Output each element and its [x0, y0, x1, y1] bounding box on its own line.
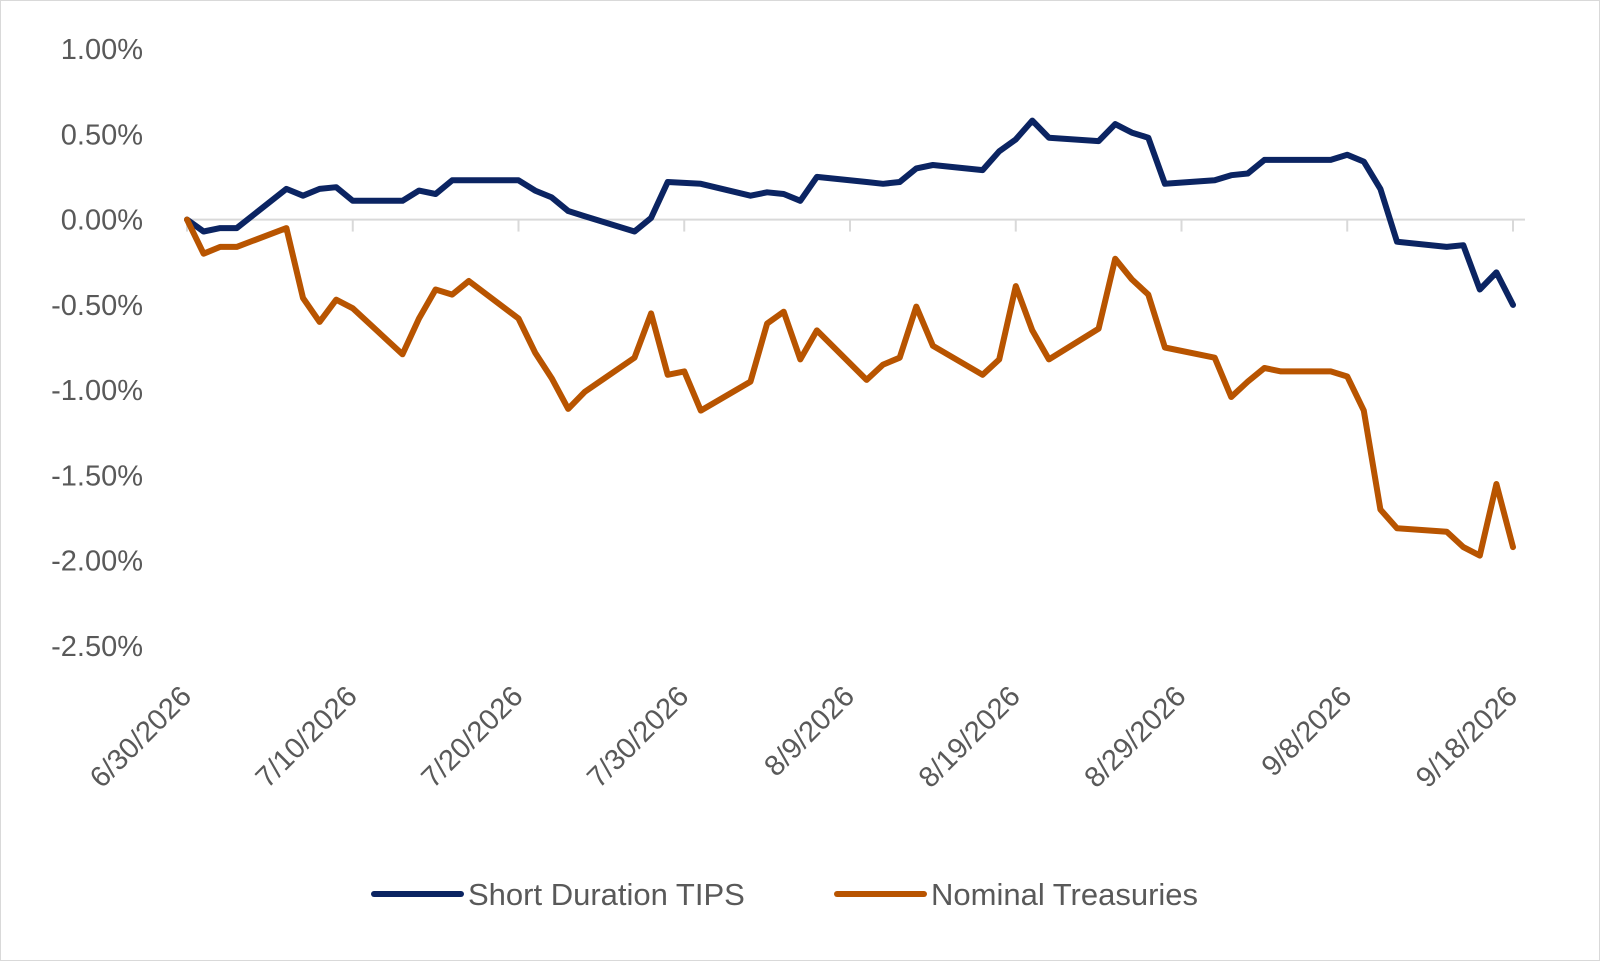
x-tick-label: 8/29/2026	[1079, 680, 1193, 794]
y-tick-label: 0.00%	[61, 205, 143, 237]
x-tick-label: 7/10/2026	[250, 680, 364, 794]
x-tick-label: 9/18/2026	[1410, 680, 1524, 794]
series-line-nominal-treasuries	[184, 216, 1516, 559]
y-tick-label: -2.00%	[51, 546, 143, 578]
legend-label: Nominal Treasuries	[931, 877, 1198, 912]
legend: Short Duration TIPS Nominal Treasuries	[371, 877, 1198, 912]
series-layer	[184, 117, 1516, 559]
y-tick-label: 1.00%	[61, 34, 143, 66]
x-tick-label: 8/19/2026	[913, 680, 1027, 794]
legend-label: Short Duration TIPS	[468, 877, 745, 912]
y-tick-label: -0.50%	[51, 290, 143, 322]
x-axis: 6/30/2026 7/10/2026 7/20/2026 7/30/2026 8/9/…	[84, 218, 1525, 794]
y-tick-label: 0.50%	[61, 119, 143, 151]
x-tick-label: 7/20/2026	[416, 680, 530, 794]
y-tick-label: -2.50%	[51, 631, 143, 663]
y-tick-label: -1.50%	[51, 460, 143, 492]
x-tick-label: 8/9/2026	[758, 680, 860, 782]
x-tick-label: 9/8/2026	[1256, 680, 1358, 782]
x-tick-label: 6/30/2026	[84, 680, 198, 794]
y-axis-ticks: 1.00% 0.50% 0.00% -0.50% -1.00% -1.50% -2.00% -…	[51, 34, 143, 663]
x-tick-label: 7/30/2026	[581, 680, 695, 794]
y-tick-label: -1.00%	[51, 375, 143, 407]
series-line-short-duration-tips	[184, 117, 1516, 308]
